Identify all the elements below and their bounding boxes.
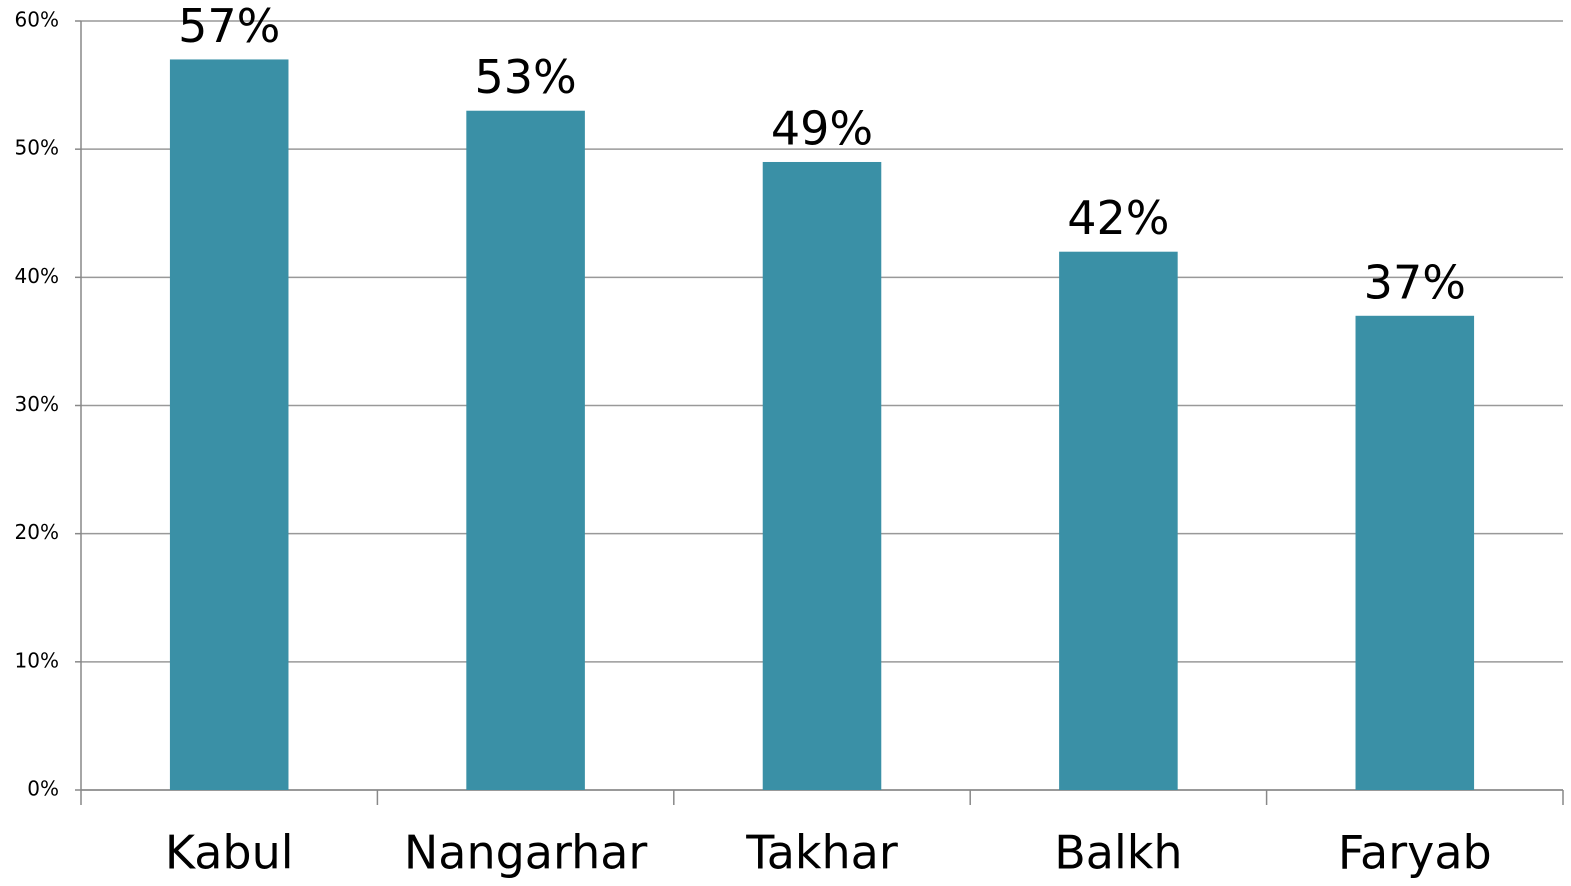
x-tick-label: Faryab (1338, 826, 1492, 880)
y-tick-label: 20% (15, 520, 59, 544)
y-tick-label: 0% (27, 777, 59, 801)
y-tick-label: 50% (15, 136, 59, 160)
data-label: 57% (178, 0, 280, 53)
bar (1059, 251, 1178, 790)
bar (762, 161, 882, 790)
y-tick-label: 10% (15, 648, 59, 672)
x-tick-label: Takhar (745, 826, 898, 880)
x-tick-label: Balkh (1054, 826, 1182, 880)
bar (466, 110, 585, 790)
bar (1355, 315, 1475, 790)
x-tick-label: Kabul (165, 826, 294, 880)
y-tick-label: 60% (15, 8, 59, 32)
data-label: 37% (1364, 255, 1466, 309)
data-label: 42% (1067, 191, 1169, 245)
x-tick-label: Nangarhar (404, 826, 648, 880)
data-label: 53% (474, 50, 576, 104)
y-tick-label: 30% (15, 392, 59, 416)
y-tick-label: 40% (15, 264, 59, 288)
bar (169, 59, 289, 790)
data-label: 49% (771, 101, 873, 155)
